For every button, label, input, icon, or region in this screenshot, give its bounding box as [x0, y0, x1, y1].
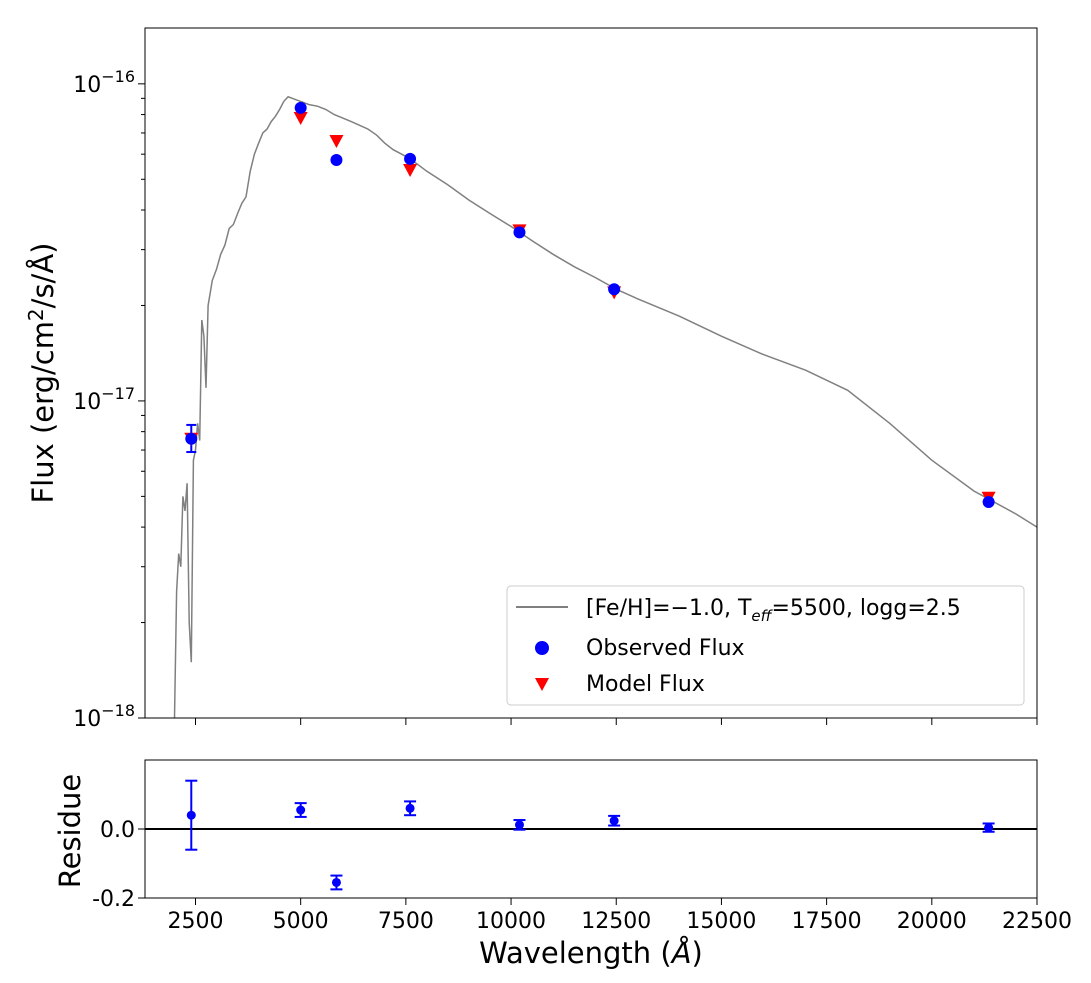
x-tick-label-7: 20000 — [897, 909, 967, 934]
residue-y-tick-label-0: 0.0 — [100, 818, 135, 843]
residue-y-tick-label-1: -0.2 — [92, 887, 135, 912]
residue-series — [185, 779, 995, 891]
legend-model-marker — [535, 678, 549, 691]
legend-box — [506, 585, 1025, 706]
legend: [Fe/H]=−1.0, Teff=5500, logg=2.5 Observe… — [506, 585, 1025, 706]
observed-flux-point-6 — [982, 495, 995, 508]
y-tick-label-1: 10−17 — [73, 384, 135, 415]
legend-observed-marker — [535, 641, 549, 655]
sed-panel: 10−18 10−17 10−16 Flux (erg/cm2/s/Å) [Fe/H… — [24, 27, 1038, 732]
residue-ticks: 2500 5000 7500 10000 12500 15000 17500 20000 225… — [92, 818, 1072, 934]
residue-point-1 — [296, 805, 306, 815]
x-axis-title-wavelength: Wavelength (Å) — [479, 936, 703, 970]
residue-point-3 — [405, 803, 415, 813]
sed-plot-frame — [144, 27, 1038, 719]
observed-flux-point-4 — [513, 226, 526, 239]
x-tick-label-4: 12500 — [581, 909, 651, 934]
x-tick-label-8: 22500 — [1002, 909, 1072, 934]
observed-flux-point-2 — [330, 154, 343, 167]
observed-flux-point-5 — [608, 283, 621, 296]
x-tick-label-0: 2500 — [167, 909, 223, 934]
x-tick-label-3: 10000 — [476, 909, 546, 934]
residue-point-0 — [186, 810, 196, 820]
y-tick-label-2: 10−16 — [73, 67, 135, 98]
residue-panel: 2500 5000 7500 10000 12500 15000 17500 20000 225… — [53, 759, 1072, 970]
legend-model-spectrum: [Fe/H]=−1.0, Teff=5500, logg=2.5 — [586, 596, 961, 625]
y-axis-title-flux: Flux (erg/cm2/s/Å) — [24, 242, 60, 503]
observed-flux-point-0 — [185, 432, 198, 445]
x-tick-label-2: 7500 — [378, 909, 434, 934]
legend-model-flux: Model Flux — [586, 672, 705, 697]
residue-point-6 — [984, 823, 994, 833]
observed-flux-point-3 — [404, 152, 417, 165]
residue-point-2 — [331, 877, 341, 887]
sed-y-ticks: 10−18 10−17 10−16 — [73, 67, 145, 732]
sed-x-ticks — [194, 718, 1038, 725]
y-axis-title-residue: Residue — [53, 774, 87, 889]
residue-point-4 — [514, 820, 524, 830]
x-tick-label-5: 15000 — [686, 909, 756, 934]
legend-observed-flux: Observed Flux — [586, 636, 745, 661]
model-flux-point-2 — [329, 135, 344, 149]
sed-series — [173, 95, 1037, 718]
model-spectrum-line — [173, 95, 1037, 718]
observed-flux-point-1 — [294, 101, 307, 114]
model-flux-point-3 — [403, 163, 418, 177]
x-tick-label-6: 17500 — [792, 909, 862, 934]
y-tick-label-0: 10−18 — [73, 701, 135, 732]
model-flux-point-1 — [293, 112, 308, 126]
x-tick-label-1: 5000 — [273, 909, 329, 934]
residue-point-5 — [609, 816, 619, 826]
